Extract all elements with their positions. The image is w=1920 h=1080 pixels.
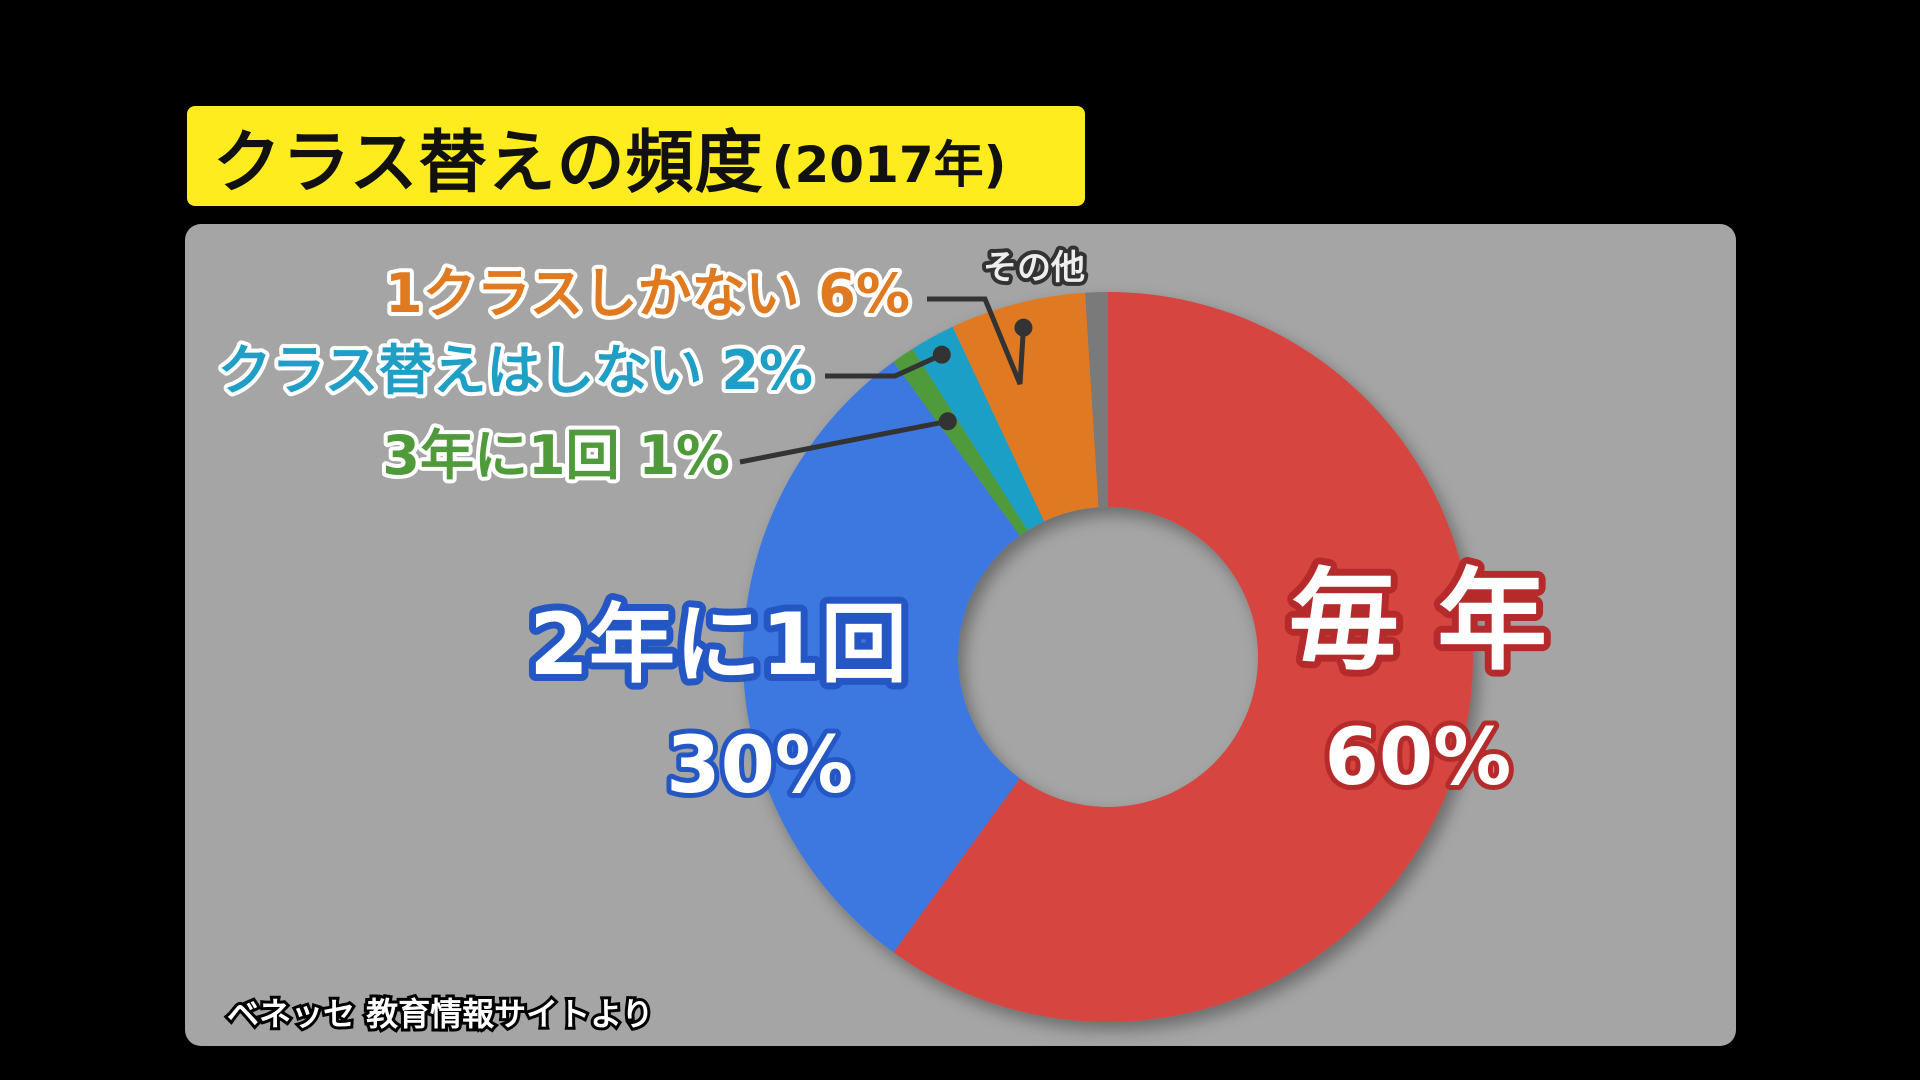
callout-3year-leader-dot [938, 412, 957, 431]
donut-chart: 毎 年 60% 2年に1回 30% その他 1クラスしかない 6% クラス替えはしない 2%… [214, 244, 1554, 1022]
chart-title-banner: クラス替えの頻度 (2017年) [187, 106, 1085, 206]
slice-0 [893, 292, 1473, 1022]
callout-クラス替えはしない: クラス替えはしない 2% [218, 339, 813, 402]
slice-3 [912, 326, 1045, 531]
source-note: ベネッセ 教育情報サイトより [224, 992, 657, 1036]
callout-3年に1回: 3年に1回 1% [382, 424, 730, 487]
slice-label-毎年: 毎 年 [1289, 557, 1547, 685]
slice-2 [893, 348, 1028, 536]
slice-value-毎年: 60% [1325, 713, 1512, 803]
callout-その他: その他 [983, 248, 1085, 288]
chart-title-year: (2017年) [771, 136, 1007, 194]
callout-nochange-leader-line [825, 352, 943, 379]
callout-1クラスしかない: 1クラスしかない 6% [385, 262, 910, 325]
slice-4 [952, 292, 1099, 522]
slice-5 [1085, 292, 1108, 508]
chart-panel: 毎 年 60% 2年に1回 30% その他 1クラスしかない 6% クラス替えはしない 2%… [185, 224, 1736, 1046]
slice-1 [743, 361, 1020, 953]
callout-nochange-leader-dot [932, 345, 951, 364]
callout-3year-leader-line [739, 418, 949, 465]
slice-value-2年に1回: 30% [666, 721, 853, 811]
callout-1class-leader-dot [1014, 318, 1033, 337]
chart-title: クラス替えの頻度 [213, 123, 764, 203]
slice-label-2年に1回: 2年に1回 [529, 595, 907, 695]
callout-1class-leader-line [927, 296, 1026, 385]
